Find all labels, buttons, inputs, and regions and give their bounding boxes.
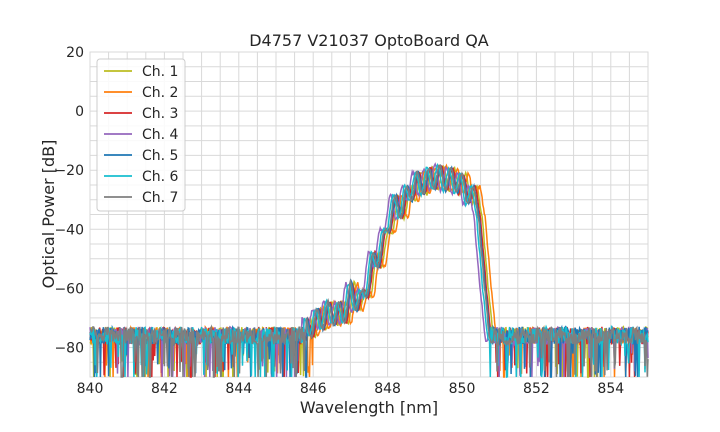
x-tick-label: 840 bbox=[77, 381, 104, 397]
x-tick-label: 846 bbox=[300, 381, 327, 397]
x-tick-label: 854 bbox=[597, 381, 624, 397]
legend-label: Ch. 3 bbox=[142, 106, 178, 122]
legend-label: Ch. 5 bbox=[142, 148, 178, 164]
y-tick-label: 0 bbox=[75, 104, 84, 120]
plot-area bbox=[89, 51, 649, 378]
legend-label: Ch. 4 bbox=[142, 127, 179, 143]
x-tick-label: 844 bbox=[225, 381, 252, 397]
legend-label: Ch. 2 bbox=[142, 85, 178, 101]
x-axis-label: Wavelength [nm] bbox=[300, 398, 438, 417]
legend-label: Ch. 6 bbox=[142, 169, 179, 185]
y-tick-label: −40 bbox=[54, 222, 84, 238]
legend-label: Ch. 7 bbox=[142, 190, 178, 206]
y-tick-label: −20 bbox=[54, 163, 84, 179]
x-tick-label: 848 bbox=[374, 381, 401, 397]
x-tick-label: 852 bbox=[523, 381, 550, 397]
y-tick-label: −60 bbox=[54, 281, 84, 297]
x-tick-labels: 840 842 844 846 848 850 852 854 bbox=[77, 381, 625, 397]
y-tick-label: −80 bbox=[54, 340, 84, 356]
y-axis-label: Optical Power [dB] bbox=[39, 140, 58, 289]
y-tick-labels: 20 0 −20 −40 −60 −80 bbox=[54, 45, 84, 356]
x-tick-label: 842 bbox=[151, 381, 178, 397]
x-tick-label: 850 bbox=[449, 381, 476, 397]
legend-box bbox=[96, 58, 186, 212]
series-line-7 bbox=[89, 164, 649, 378]
legend-label: Ch. 1 bbox=[142, 64, 178, 80]
series-lines bbox=[89, 162, 649, 378]
legend: Ch. 1 Ch. 2 Ch. 3 Ch. 4 Ch. 5 Ch. 6 Ch. 7 bbox=[96, 58, 186, 212]
y-tick-label: 20 bbox=[66, 45, 84, 61]
chart-title: D4757 V21037 OptoBoard QA bbox=[249, 31, 489, 50]
